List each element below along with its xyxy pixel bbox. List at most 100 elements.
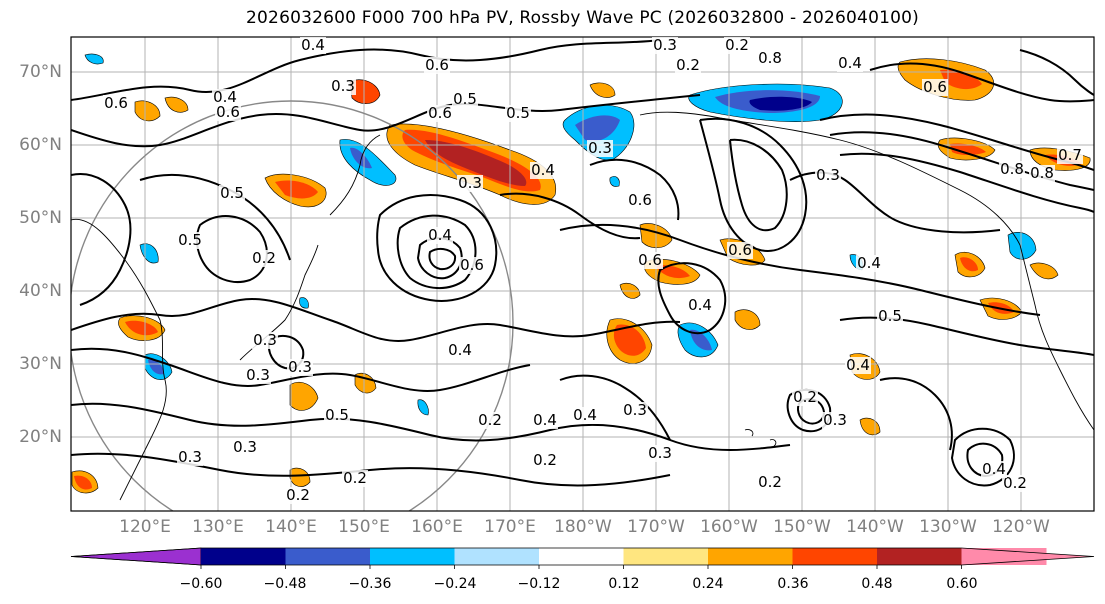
contour-label: 0.5 [220, 184, 244, 202]
colorbar-segment [877, 548, 962, 565]
contour-label-bg [300, 37, 326, 54]
contour-label: 0.6 [460, 256, 484, 274]
colorbar-segment [792, 548, 878, 565]
contour-label-bg [177, 232, 203, 249]
contour-label-bg [427, 105, 453, 122]
contour-label: 0.5 [453, 90, 477, 108]
shade-blob-negative [139, 243, 159, 264]
lon-label: 170°W [627, 517, 685, 537]
colorbar [70, 547, 1095, 569]
contour-label-bg [177, 449, 203, 466]
contour-label: 0.4 [982, 460, 1006, 478]
shade-blob-positive [74, 475, 92, 490]
contour-label-bg [530, 162, 556, 179]
lat-label: 70°N [19, 62, 62, 82]
contour-label: 0.4 [531, 161, 555, 179]
contour-label-bg [1002, 475, 1028, 492]
contour-label-bg [212, 89, 238, 106]
colorbar-tick-label: 0.36 [777, 576, 809, 592]
contour-label-bg [232, 439, 258, 456]
shade-blob-positive [425, 140, 527, 186]
contour-line [1019, 49, 1094, 96]
contour-line [869, 62, 1094, 103]
contour-label-bg [637, 252, 663, 269]
contour-label: 0.5 [325, 406, 349, 424]
contour-label-bg [532, 452, 558, 469]
lat-label: 30°N [19, 354, 62, 374]
colorbar-extend-low [70, 547, 202, 566]
contour-label: 0.3 [653, 36, 677, 54]
contour-line [71, 173, 132, 306]
colorbar-segment [285, 548, 371, 565]
shade-blob-positive [960, 257, 978, 272]
contour-label: 0.4 [301, 36, 325, 54]
contour-label-bg [981, 461, 1007, 478]
contour-label: 0.8 [1030, 164, 1054, 182]
contour-label: 0.2 [286, 486, 310, 504]
contour-line [71, 402, 791, 451]
contour-line [829, 131, 1094, 191]
contour-label: 0.2 [533, 451, 557, 469]
contour-label-bg [647, 445, 673, 462]
shade-blob-positive [1029, 262, 1059, 280]
colorbar-tick-label: 0.48 [861, 576, 893, 592]
contour-label: 0.3 [233, 438, 257, 456]
colorbar-tick-label: −0.48 [263, 576, 307, 592]
contour-line [396, 214, 477, 289]
contour-label-bg [792, 389, 818, 406]
colorbar-segment [201, 548, 286, 565]
contour-label: 0.4 [573, 406, 597, 424]
contour-label: 0.3 [623, 401, 647, 419]
lon-label: 130°W [919, 517, 977, 537]
coast-kamchatka [329, 134, 381, 216]
coast-northamerica [1019, 244, 1094, 431]
contour-line [71, 39, 661, 101]
shade-blob-positive [289, 467, 311, 487]
shade-blob-negative [1007, 231, 1037, 260]
contour-label-bg [845, 357, 871, 374]
contour-line [839, 152, 1094, 213]
contour-line [657, 262, 727, 335]
contour-label-bg [330, 78, 356, 95]
contour-label-bg [285, 487, 311, 504]
contour-label-bg [856, 255, 882, 272]
shade-blob-positive [613, 324, 646, 356]
contour-labels: 0.4 0.20.80.60.60.40.30.60.50.6 0.50.30.20… [103, 36, 1083, 504]
contour-label: 0.2 [252, 249, 276, 267]
contour-label: 0.2 [758, 473, 782, 491]
contour-label-bg [999, 161, 1025, 178]
lon-label: 140°W [846, 517, 904, 537]
contour-line [499, 192, 641, 240]
contour-line [71, 94, 701, 148]
contour-label-bg [727, 242, 753, 259]
contour-label: 0.2 [793, 388, 817, 406]
contour-label: 0.8 [758, 49, 782, 67]
contour-label: 0.2 [676, 56, 700, 74]
colorbar-tick-label: −0.12 [517, 576, 561, 592]
lon-label: 150°E [338, 517, 390, 537]
shade-blob-positive [354, 372, 377, 394]
contour-label: 0.6 [425, 56, 449, 74]
shade-blob-positive [940, 69, 982, 90]
shade-blob-negative [417, 399, 429, 416]
contour-label: 0.6 [728, 241, 752, 259]
contour-line [879, 377, 953, 451]
contour-label: 0.4 [213, 88, 237, 106]
contour-label: 0.2 [343, 469, 367, 487]
contour-label: 0.6 [216, 103, 240, 121]
contour-label: 0.7 [1058, 146, 1082, 164]
contour-label: 0.6 [638, 251, 662, 269]
lon-label: 160°W [700, 517, 758, 537]
contour-label-bg [427, 227, 453, 244]
contour-label-bg [287, 359, 313, 376]
contour-label-bg [103, 95, 129, 112]
shade-blob-negative [609, 176, 620, 187]
contour-label-bg [724, 37, 750, 54]
contour-label: 0.3 [331, 77, 355, 95]
contour-label: 0.6 [628, 191, 652, 209]
contour-line [71, 347, 531, 392]
contour-label-bg [532, 412, 558, 429]
lon-label: 160°E [411, 517, 463, 537]
contour-label-bg [675, 57, 701, 74]
